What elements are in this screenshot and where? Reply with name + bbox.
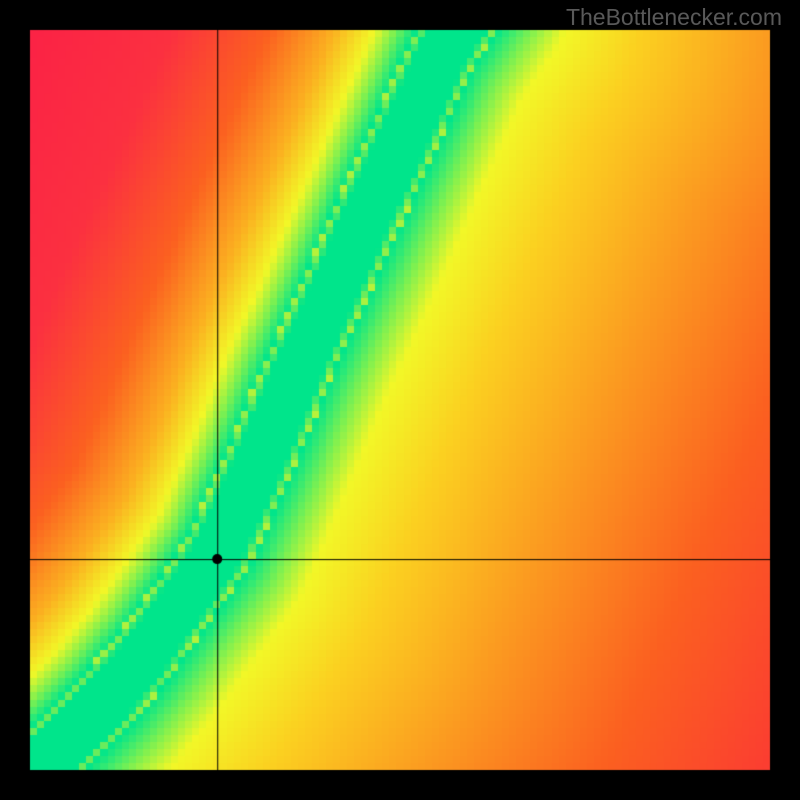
chart-container: TheBottlenecker.com: [0, 0, 800, 800]
heatmap-canvas: [0, 0, 800, 800]
watermark-text: TheBottlenecker.com: [566, 4, 782, 31]
